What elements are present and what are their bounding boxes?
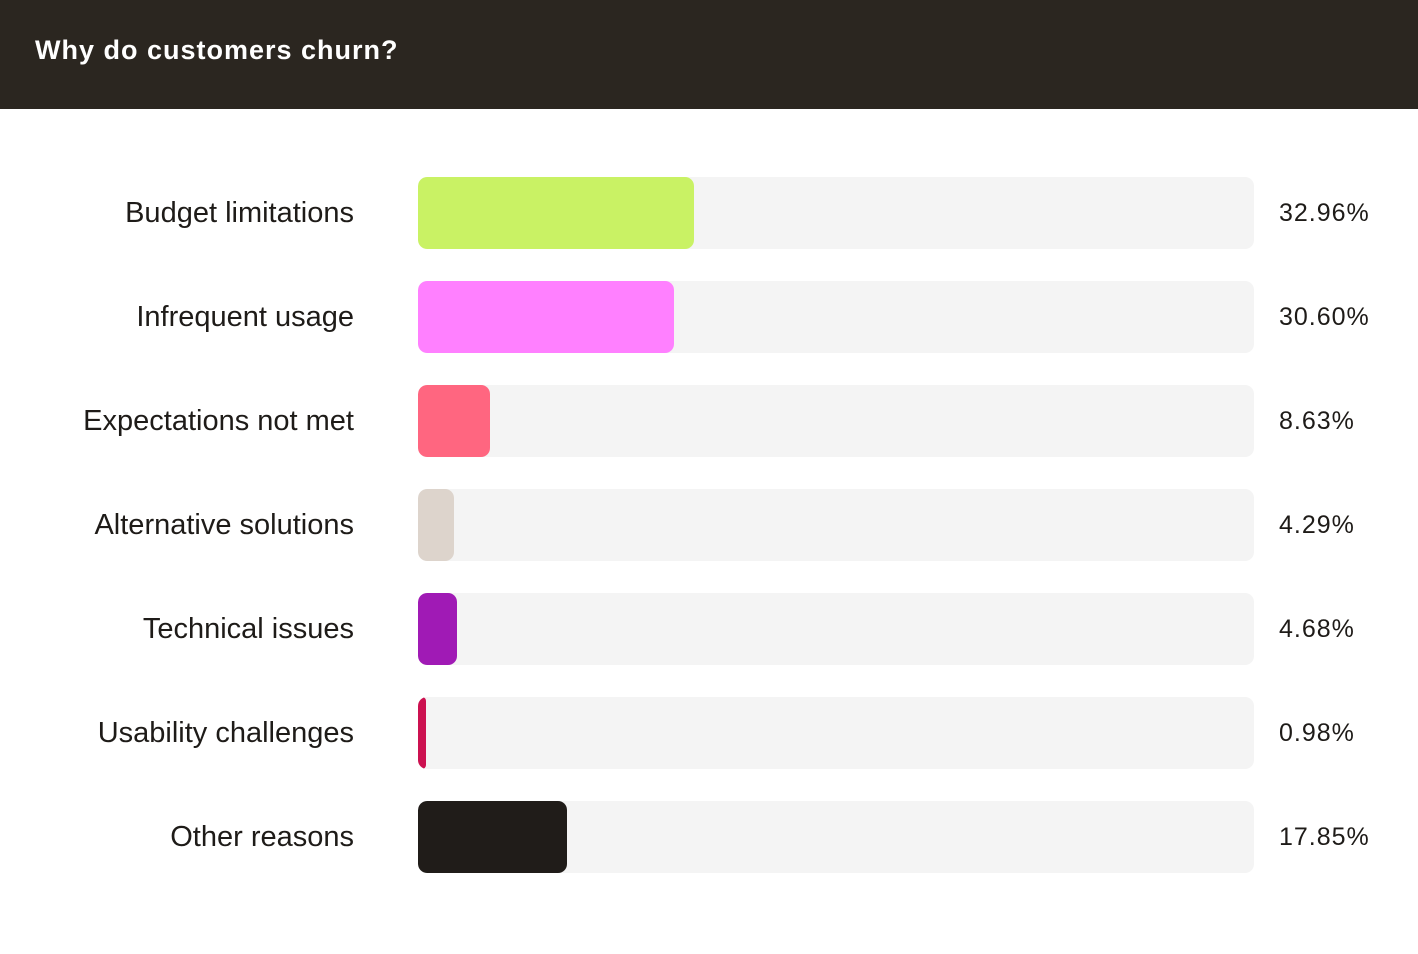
bar-fill	[418, 801, 568, 873]
bar-row: Other reasons 17.85%	[0, 801, 1418, 873]
bar-track	[418, 801, 1254, 873]
chart-header: Why do customers churn?	[0, 0, 1418, 109]
bar-row: Expectations not met 8.63%	[0, 385, 1418, 457]
bar-fill	[418, 697, 427, 769]
bar-fill	[418, 385, 491, 457]
chart-title: Why do customers churn?	[35, 35, 399, 65]
bar-value-label: 4.68%	[1279, 615, 1355, 643]
bar-value-label: 32.96%	[1279, 199, 1370, 227]
bar-track	[418, 697, 1254, 769]
bar-track	[418, 489, 1254, 561]
bar-chart: Budget limitations 32.96% Infrequent usage…	[0, 109, 1418, 954]
bar-category-label: Usability challenges	[97, 717, 354, 749]
bar-row: Technical issues 4.68%	[0, 593, 1418, 665]
bar-row: Budget limitations 32.96%	[0, 177, 1418, 249]
bar-track	[418, 177, 1254, 249]
bar-row: Infrequent usage 30.60%	[0, 281, 1418, 353]
bar-category-label: Alternative solutions	[94, 509, 354, 541]
bar-fill	[418, 593, 458, 665]
bar-track	[418, 385, 1254, 457]
bar-fill	[418, 281, 674, 353]
bar-category-label: Other reasons	[170, 821, 354, 853]
bar-value-label: 8.63%	[1279, 407, 1355, 435]
bar-track	[418, 281, 1254, 353]
bar-value-label: 17.85%	[1279, 823, 1370, 851]
bar-track	[418, 593, 1254, 665]
bar-category-label: Technical issues	[142, 613, 354, 645]
bar-category-label: Infrequent usage	[136, 301, 354, 333]
bar-fill	[418, 489, 454, 561]
bar-value-label: 30.60%	[1279, 303, 1370, 331]
bar-value-label: 4.29%	[1279, 511, 1355, 539]
bar-row: Alternative solutions 4.29%	[0, 489, 1418, 561]
bar-category-label: Budget limitations	[125, 197, 354, 229]
bar-fill	[418, 177, 694, 249]
bar-category-label: Expectations not met	[83, 405, 354, 437]
bar-row: Usability challenges 0.98%	[0, 697, 1418, 769]
bar-value-label: 0.98%	[1279, 719, 1355, 747]
